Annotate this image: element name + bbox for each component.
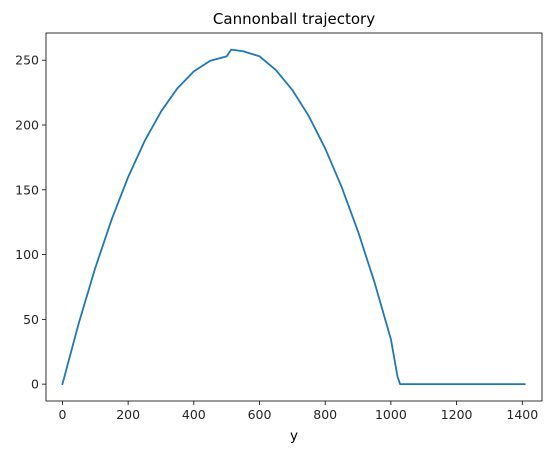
y-tick-label: 150 — [15, 182, 39, 197]
y-tick-label: 200 — [15, 118, 39, 133]
y-tick-label: 250 — [15, 53, 39, 68]
x-tick-label: 200 — [116, 407, 140, 422]
series-line-trajectory — [62, 50, 525, 385]
y-tick-label: 50 — [23, 312, 39, 327]
x-tick-label: 0 — [58, 407, 66, 422]
plot-frame — [46, 33, 542, 401]
x-axis: 0 200 400 600 800 1000 1200 1400 — [58, 401, 538, 422]
x-tick-label: 1400 — [506, 407, 538, 422]
chart-title: Cannonball trajectory — [213, 10, 375, 28]
plot-area — [62, 50, 525, 385]
x-tick-label: 800 — [313, 407, 337, 422]
x-tick-label: 1000 — [375, 407, 407, 422]
y-axis: 0 50 100 150 200 250 — [15, 53, 46, 392]
y-tick-label: 100 — [15, 247, 39, 262]
x-tick-label: 400 — [182, 407, 206, 422]
x-axis-label: y — [290, 428, 298, 444]
y-tick-label: 0 — [31, 377, 39, 392]
x-tick-label: 600 — [248, 407, 272, 422]
x-tick-label: 1200 — [441, 407, 473, 422]
